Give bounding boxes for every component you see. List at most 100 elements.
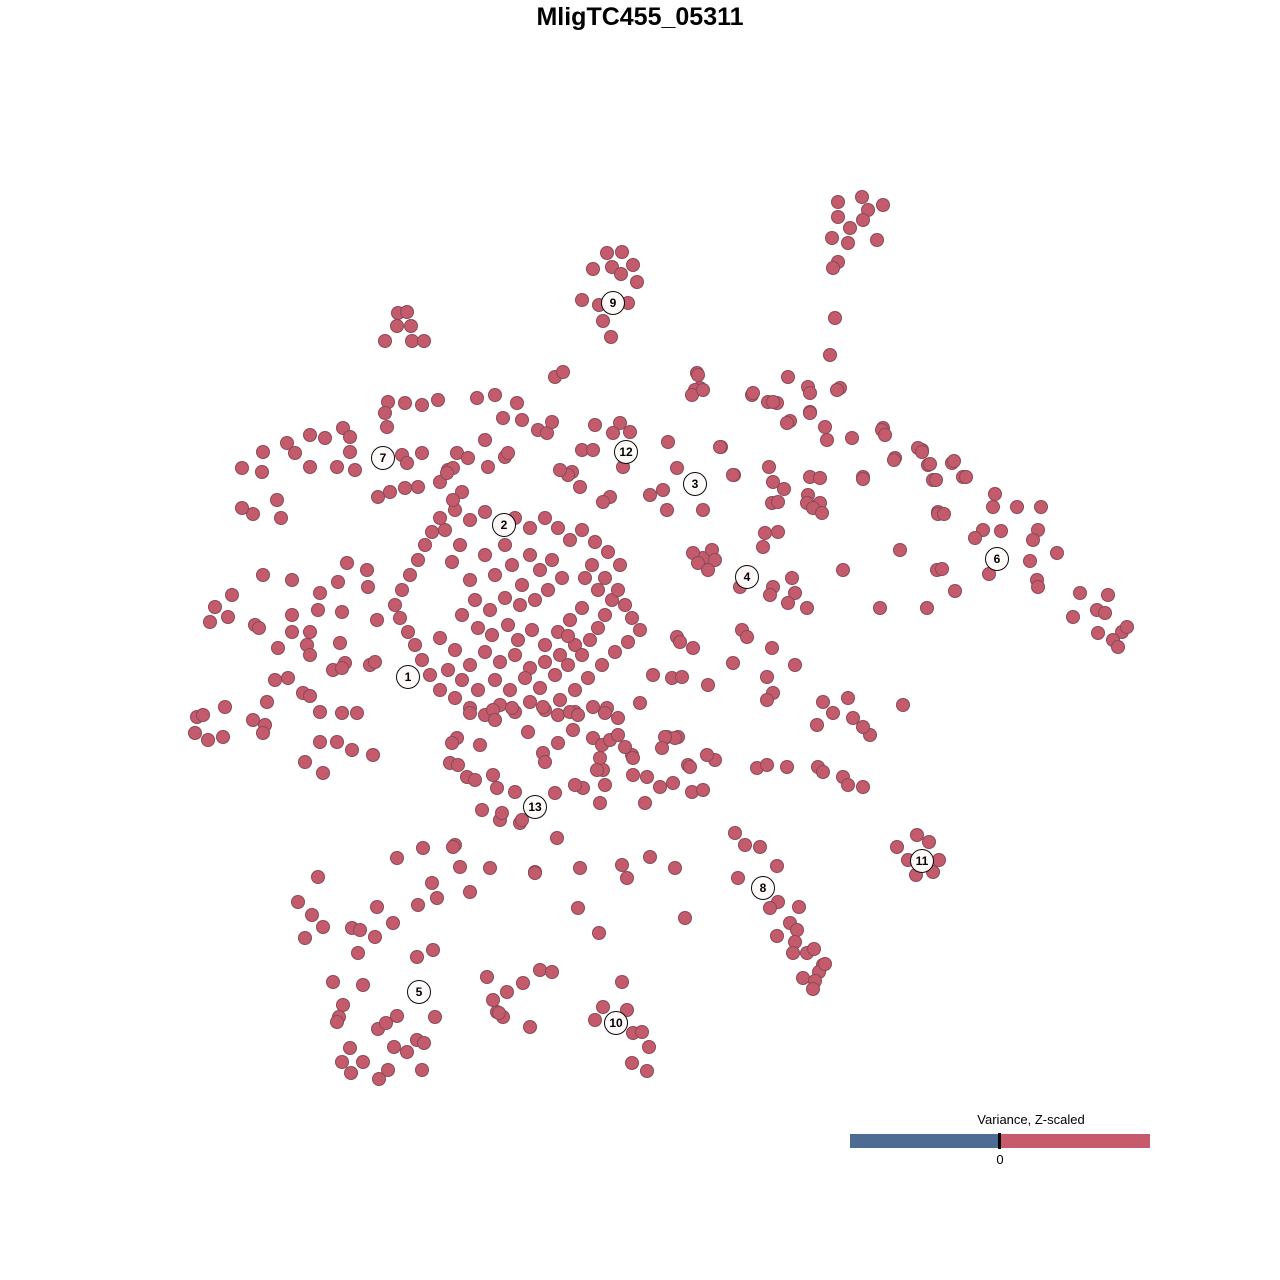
data-point [575,293,589,307]
data-point [463,885,477,899]
data-point [485,628,499,642]
data-point [256,568,270,582]
data-point [588,535,602,549]
data-point [766,395,780,409]
data-point [415,398,429,412]
data-point [598,778,612,792]
data-point [568,778,582,792]
data-point [455,608,469,622]
data-point [343,430,357,444]
data-point [481,460,495,474]
data-point [615,858,629,872]
data-point [513,598,527,612]
data-point [585,558,599,572]
data-point [285,573,299,587]
data-point [1010,500,1024,514]
cluster-label: 13 [523,795,547,819]
data-point [528,866,542,880]
data-point [256,445,270,459]
cluster-label: 8 [751,876,775,900]
data-point [425,876,439,890]
data-point [1073,586,1087,600]
data-point [828,311,842,325]
data-point [316,920,330,934]
data-point [786,946,800,960]
data-point [780,416,794,430]
data-point [508,648,522,662]
data-point [614,267,628,281]
data-point [411,553,425,567]
data-point [516,976,530,990]
data-point [765,641,779,655]
data-point [563,613,577,627]
data-point [501,618,515,632]
data-point [633,696,647,710]
data-point [401,625,415,639]
data-point [615,245,629,259]
data-point [820,433,834,447]
data-point [488,713,502,727]
data-point [188,726,202,740]
data-point [625,611,639,625]
data-point [740,630,754,644]
data-point [777,482,791,496]
data-point [571,901,585,915]
data-point [806,982,820,996]
data-point [1091,626,1105,640]
data-point [781,370,795,384]
data-point [696,383,710,397]
data-point [330,460,344,474]
data-point [760,693,774,707]
data-point [548,668,562,682]
data-point [623,425,637,439]
data-point [873,601,887,615]
data-point [471,621,485,635]
data-point [433,511,447,525]
data-point [255,465,269,479]
data-point [929,473,943,487]
data-point [763,901,777,915]
data-point [618,598,632,612]
data-point [701,678,715,692]
data-point [515,413,529,427]
data-point [1031,580,1045,594]
data-point [361,580,375,594]
cluster-label: 12 [614,440,638,464]
data-point [593,796,607,810]
data-point [344,1066,358,1080]
data-point [453,538,467,552]
data-point [370,613,384,627]
data-point [410,950,424,964]
data-point [770,929,784,943]
data-point [353,923,367,937]
data-point [398,396,412,410]
data-point [826,261,840,275]
data-point [388,598,402,612]
data-point [640,770,654,784]
data-point [268,673,282,687]
data-point [478,433,492,447]
data-point [604,330,618,344]
data-point [771,525,785,539]
data-point [803,406,817,420]
data-point [326,975,340,989]
data-point [486,768,500,782]
data-point [780,760,794,774]
data-point [592,926,606,940]
data-point [398,481,412,495]
data-point [760,758,774,772]
data-point [800,601,814,615]
data-point [608,645,622,659]
data-point [201,733,215,747]
data-point [626,258,640,272]
data-point [471,683,485,697]
data-point [208,600,222,614]
data-point [760,670,774,684]
data-point [994,524,1008,538]
data-point [666,776,680,790]
data-point [303,460,317,474]
data-point [591,621,605,635]
data-point [463,658,477,672]
